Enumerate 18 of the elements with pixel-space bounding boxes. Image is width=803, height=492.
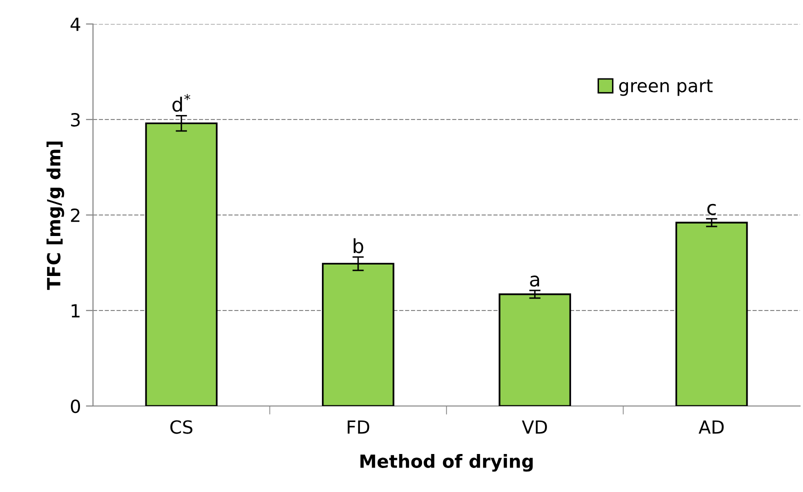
legend-label: green part: [619, 79, 713, 96]
x-tick-label: CS: [170, 420, 192, 434]
bar: [498, 293, 572, 406]
x-axis-title: Method of drying: [360, 454, 533, 472]
y-tick-label: 4: [70, 18, 80, 31]
annotation: b: [354, 238, 364, 254]
y-tick-label: 2: [71, 208, 80, 222]
bar: [675, 222, 748, 406]
y-tick-label: 0: [70, 399, 80, 414]
annotation: a: [530, 276, 540, 287]
annotation: c: [707, 204, 716, 216]
x-tick-label: AD: [698, 420, 724, 434]
y-tick-label: 3: [71, 112, 80, 127]
y-tick-label: 1: [72, 304, 80, 318]
annotation: d$^{*}$: [172, 94, 190, 112]
y-axis-title: TFC [mg/g dm]: [46, 142, 64, 290]
x-tick-label: FD: [348, 420, 370, 434]
x-tick-label: VD: [522, 420, 547, 434]
